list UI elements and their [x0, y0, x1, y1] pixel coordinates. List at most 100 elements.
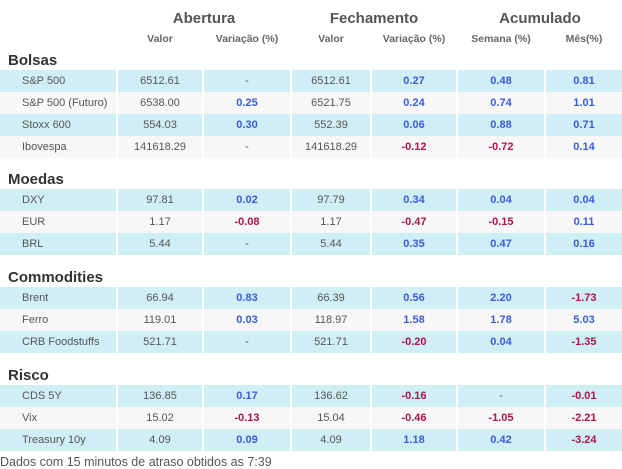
column-divider — [544, 309, 546, 331]
cell-open-var: - — [245, 141, 249, 153]
column-divider — [202, 211, 204, 233]
cell-open-val: 5.44 — [149, 238, 171, 250]
column-divider — [202, 233, 204, 255]
cell-close-var: 0.34 — [403, 194, 425, 206]
row-label: Stoxx 600 — [22, 119, 71, 131]
column-divider — [116, 114, 118, 136]
cell-open-var: -0.08 — [234, 216, 260, 228]
cell-close-var: 0.06 — [403, 119, 425, 131]
table-row: CRB Foodstuffs 521.71 - 521.71 -0.20 0.04 -1.3… — [0, 331, 622, 353]
column-divider — [116, 233, 118, 255]
row-label: S&P 500 — [22, 75, 66, 87]
cell-month: 0.04 — [573, 194, 595, 206]
column-divider — [290, 429, 292, 451]
row-background — [0, 407, 622, 429]
cell-month: -0.01 — [571, 390, 597, 402]
row-background — [0, 233, 622, 255]
table-row: Vix 15.02 -0.13 15.04 -0.46 -1.05 -2.21 — [0, 407, 622, 429]
column-divider — [370, 331, 372, 353]
cell-close-var: 1.18 — [403, 434, 425, 446]
cell-open-var: - — [245, 336, 249, 348]
cell-month: -2.21 — [571, 412, 597, 424]
cell-close-val: 141618.29 — [305, 141, 357, 153]
row-background — [0, 331, 622, 353]
column-divider — [290, 136, 292, 158]
cell-close-var: 1.58 — [403, 314, 425, 326]
cell-close-var: 0.35 — [403, 238, 425, 250]
column-divider — [202, 189, 204, 211]
cell-week: - — [499, 390, 503, 402]
cell-month: 5.03 — [573, 314, 595, 326]
cell-open-val: 136.85 — [143, 390, 177, 402]
cell-close-var: -0.16 — [401, 390, 427, 402]
header-fechamento: Fechamento — [329, 10, 419, 27]
row-background — [0, 189, 622, 211]
column-divider — [202, 429, 204, 451]
column-divider — [116, 331, 118, 353]
cell-week: -0.15 — [488, 216, 514, 228]
cell-close-var: -0.46 — [401, 412, 427, 424]
column-divider — [202, 136, 204, 158]
cell-week: -1.05 — [488, 412, 514, 424]
column-divider — [456, 407, 458, 429]
column-divider — [202, 385, 204, 407]
cell-open-val: 4.09 — [149, 434, 171, 446]
cell-open-val: 141618.29 — [134, 141, 186, 153]
column-divider — [456, 136, 458, 158]
cell-close-val: 5.44 — [320, 238, 342, 250]
row-background — [0, 287, 622, 309]
cell-week: 0.04 — [490, 194, 512, 206]
cell-close-val: 97.79 — [317, 194, 345, 206]
cell-close-val: 552.39 — [314, 119, 348, 131]
row-background — [0, 211, 622, 233]
cell-close-var: -0.12 — [401, 141, 427, 153]
column-divider — [370, 309, 372, 331]
column-divider — [544, 287, 546, 309]
cell-open-var: 0.09 — [236, 434, 258, 446]
column-divider — [370, 233, 372, 255]
table-row: Ibovespa 141618.29 - 141618.29 -0.12 -0.72 0.1… — [0, 136, 622, 158]
cell-close-val: 15.04 — [317, 412, 345, 424]
cell-open-val: 119.01 — [143, 314, 177, 326]
column-divider — [290, 233, 292, 255]
cell-month: 0.14 — [573, 141, 595, 153]
cell-open-val: 554.03 — [143, 119, 177, 131]
table-row: Brent 66.94 0.83 66.39 0.56 2.20 -1.73 — [0, 287, 622, 309]
table-row: BRL 5.44 - 5.44 0.35 0.47 0.16 — [0, 233, 622, 255]
row-label: Brent — [22, 292, 49, 304]
cell-open-var: -0.13 — [234, 412, 260, 424]
cell-open-val: 97.81 — [146, 194, 174, 206]
cell-month: 1.01 — [573, 97, 595, 109]
column-divider — [456, 70, 458, 92]
column-divider — [456, 114, 458, 136]
column-divider — [370, 136, 372, 158]
column-divider — [370, 70, 372, 92]
column-divider — [116, 385, 118, 407]
column-divider — [370, 429, 372, 451]
column-divider — [290, 189, 292, 211]
footer-note: Dados com 15 minutos de atraso obtidos a… — [0, 455, 272, 469]
column-divider — [116, 211, 118, 233]
column-divider — [456, 211, 458, 233]
cell-open-var: 0.30 — [236, 119, 258, 131]
subheader-mes: Mês(%) — [565, 33, 603, 45]
cell-close-val: 6521.75 — [311, 97, 351, 109]
cell-close-var: -0.20 — [401, 336, 427, 348]
subheader-variacao-abertura: Variação (%) — [215, 33, 279, 45]
table-row: EUR 1.17 -0.08 1.17 -0.47 -0.15 0.11 — [0, 211, 622, 233]
table-row: S&P 500 6512.61 - 6512.61 0.27 0.48 0.81 — [0, 70, 622, 92]
cell-week: 0.47 — [490, 238, 512, 250]
cell-open-var: 0.02 — [236, 194, 258, 206]
table-row: Ferro 119.01 0.03 118.97 1.58 1.78 5.03 — [0, 309, 622, 331]
section-title-moedas: Moedas — [8, 171, 64, 188]
cell-open-val: 6538.00 — [140, 97, 180, 109]
column-divider — [544, 189, 546, 211]
column-divider — [544, 114, 546, 136]
cell-open-val: 66.94 — [146, 292, 174, 304]
column-divider — [544, 70, 546, 92]
cell-week: 0.42 — [490, 434, 512, 446]
column-divider — [116, 136, 118, 158]
cell-open-var: 0.25 — [236, 97, 258, 109]
cell-month: 0.81 — [573, 75, 595, 87]
row-label: BRL — [22, 238, 44, 250]
